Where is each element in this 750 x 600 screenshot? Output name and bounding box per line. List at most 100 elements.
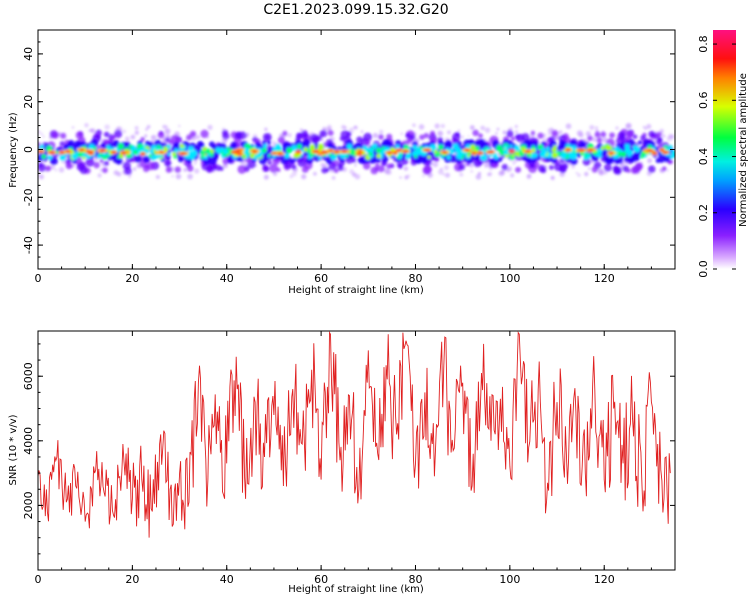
- heatmap-speck: [187, 173, 193, 180]
- heatmap-cell: [183, 140, 189, 146]
- heatmap-speck: [495, 132, 498, 135]
- heatmap-speck: [469, 125, 475, 130]
- heatmap-cell: [93, 161, 100, 169]
- x-tick-label: 120: [594, 272, 615, 285]
- heatmap-peak: [312, 150, 320, 153]
- snr-series-line: [38, 331, 671, 538]
- heatmap-core: [372, 143, 378, 149]
- heatmap-cell: [578, 142, 585, 149]
- heatmap-core: [81, 153, 86, 157]
- heatmap-cell: [554, 162, 563, 172]
- heatmap-speck: [496, 127, 500, 131]
- heatmap-cell: [521, 156, 527, 161]
- heatmap-cell: [356, 136, 363, 144]
- heatmap-cell: [358, 157, 366, 164]
- heatmap-speck: [331, 175, 336, 180]
- heatmap-cell: [506, 130, 514, 138]
- heatmap-core: [149, 149, 154, 154]
- heatmap-core: [349, 148, 357, 156]
- heatmap-speck: [418, 124, 425, 130]
- heatmap-core: [368, 148, 373, 153]
- heatmap-core: [328, 153, 333, 157]
- heatmap-peak: [38, 149, 44, 153]
- heatmap-cell: [635, 162, 644, 170]
- heatmap-speck: [343, 126, 347, 130]
- heatmap-cell: [291, 164, 297, 170]
- heatmap-cell: [492, 143, 497, 148]
- heatmap-cell: [558, 142, 567, 150]
- heatmap-speck: [349, 127, 354, 132]
- heatmap-cell: [582, 157, 591, 166]
- heatmap-peak: [476, 151, 484, 155]
- heatmap-cell: [377, 165, 385, 173]
- heatmap-core: [398, 154, 403, 159]
- heatmap-cell: [627, 139, 635, 147]
- heatmap-peak: [356, 152, 363, 156]
- heatmap-core: [200, 150, 205, 156]
- heatmap-cell: [59, 141, 65, 147]
- heatmap-cell: [266, 140, 272, 145]
- heatmap-cell: [200, 129, 209, 139]
- heatmap-cell: [569, 140, 577, 148]
- heatmap-core: [275, 143, 281, 150]
- heatmap-speck: [289, 174, 294, 179]
- heatmap-speck: [301, 174, 307, 180]
- heatmap-speck: [155, 174, 160, 180]
- heatmap-core: [669, 155, 674, 159]
- heatmap-speck: [399, 176, 402, 179]
- heatmap-speck: [404, 175, 409, 180]
- heatmap-speck: [584, 171, 589, 177]
- heatmap-speck: [435, 146, 439, 150]
- heatmap-cell: [170, 134, 180, 144]
- heatmap-cell: [530, 130, 536, 135]
- heatmap-core: [242, 147, 250, 154]
- heatmap-core: [309, 144, 316, 151]
- heatmap-speck: [437, 130, 444, 137]
- heatmap-speck: [122, 129, 127, 134]
- heatmap-cell: [466, 158, 473, 164]
- heatmap-speck: [443, 164, 450, 171]
- heatmap-cell: [537, 164, 546, 173]
- heatmap-speck: [128, 175, 131, 178]
- heatmap-speck: [514, 130, 519, 134]
- heatmap-speck: [145, 127, 149, 131]
- heatmap-cell: [265, 135, 270, 140]
- heatmap-cell: [382, 139, 391, 148]
- heatmap-core: [585, 154, 591, 160]
- heatmap-peak: [99, 149, 106, 152]
- heatmap-cell: [323, 156, 328, 161]
- heatmap-cell: [609, 132, 615, 139]
- heatmap-core: [668, 145, 673, 149]
- heatmap-speck: [71, 163, 76, 168]
- heatmap-core: [626, 149, 630, 153]
- heatmap-cell: [269, 163, 279, 173]
- heatmap-cell: [282, 130, 288, 136]
- heatmap-core: [627, 153, 632, 157]
- heatmap-core: [553, 145, 557, 149]
- heatmap-cell: [371, 157, 378, 164]
- heatmap-cell: [551, 129, 559, 137]
- heatmap-speck: [447, 130, 451, 135]
- heatmap-core: [261, 147, 267, 153]
- heatmap-cell: [591, 166, 598, 173]
- heatmap-peak: [341, 150, 348, 153]
- heatmap-cell: [398, 163, 403, 169]
- heatmap-core: [166, 144, 171, 149]
- heatmap-core: [139, 147, 145, 153]
- x-tick-label: 20: [125, 272, 139, 285]
- heatmap-core: [200, 155, 205, 159]
- heatmap-speck: [440, 167, 443, 171]
- heatmap-cell: [333, 168, 339, 174]
- heatmap-core: [412, 145, 417, 150]
- heatmap-speck: [585, 131, 592, 137]
- heatmap-cell: [656, 138, 663, 145]
- heatmap-peak: [662, 151, 669, 154]
- heatmap-core: [88, 144, 95, 151]
- heatmap-core: [376, 153, 381, 159]
- heatmap-core: [596, 148, 603, 155]
- heatmap-speck: [565, 123, 572, 130]
- heatmap-speck: [506, 168, 510, 173]
- heatmap-cell: [49, 157, 58, 166]
- heatmap-core: [148, 154, 153, 158]
- heatmap-speck: [97, 173, 102, 178]
